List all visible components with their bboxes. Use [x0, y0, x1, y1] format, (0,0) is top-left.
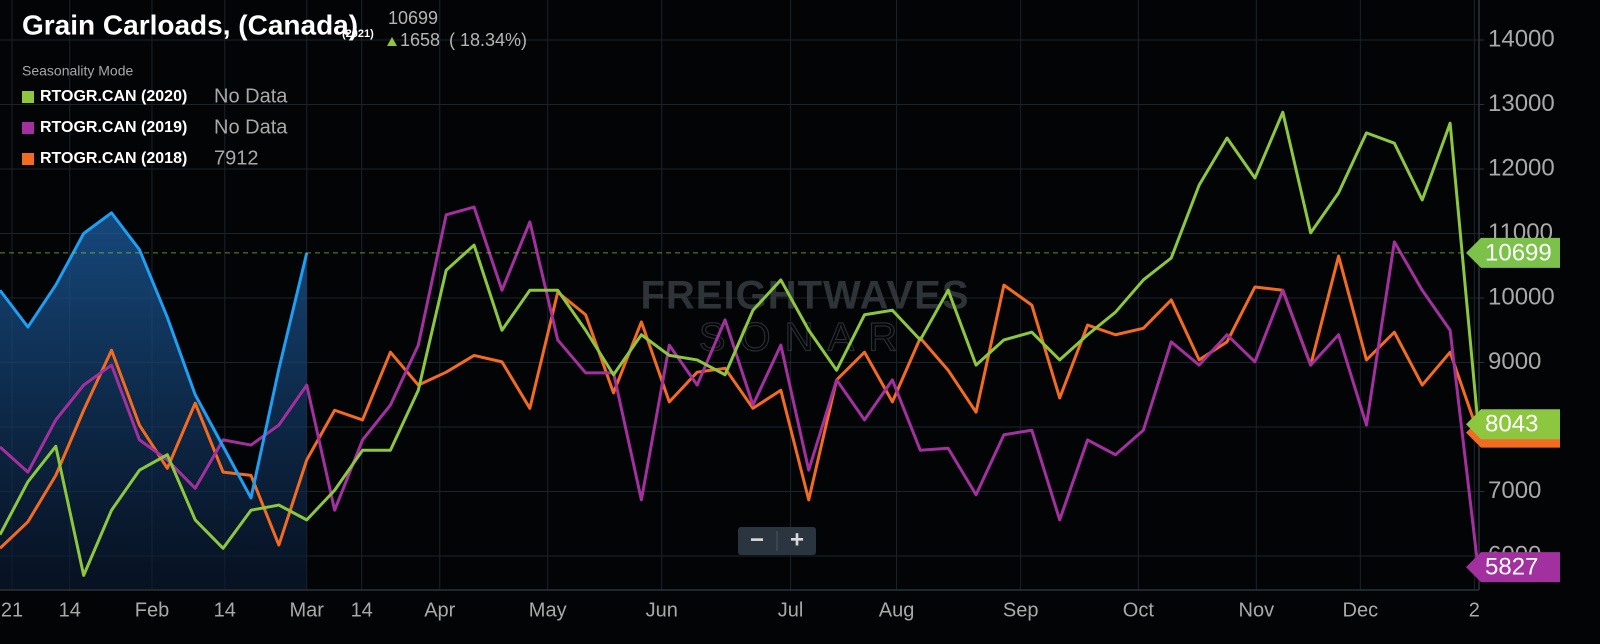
plot-area — [0, 110, 1480, 590]
y-tick-label: 7000 — [1488, 477, 1541, 504]
y-tick-label: 13000 — [1488, 90, 1555, 117]
y-tick-label: 12000 — [1488, 154, 1555, 181]
x-tick-label: 14 — [351, 599, 373, 621]
series-line — [0, 110, 1480, 577]
x-tick-label: Mar — [290, 599, 325, 621]
x-tick-label: Apr — [424, 599, 455, 621]
legend-swatch — [22, 91, 34, 103]
legend-value: No Data — [214, 85, 288, 107]
zoom-out-button[interactable]: − — [750, 526, 764, 553]
legend-swatch — [22, 122, 34, 134]
x-tick-label: Nov — [1239, 599, 1275, 621]
last-value: 10699 — [388, 8, 438, 28]
legend-label: RTOGR.CAN (2019) — [40, 119, 187, 136]
y-tick-label: 10000 — [1488, 283, 1555, 310]
x-tick-label: Feb — [135, 599, 169, 621]
price-tags: 8043 5827 10699 — [1466, 237, 1560, 583]
y-tick-label: 9000 — [1488, 348, 1541, 375]
change-percent: ( 18.34%) — [449, 30, 527, 50]
price-tag — [1466, 552, 1560, 583]
legend-swatch — [22, 153, 34, 165]
up-arrow — [387, 37, 397, 46]
x-tick-label: 14 — [214, 599, 236, 621]
series-line — [0, 254, 1480, 550]
x-tick-label: Jun — [646, 599, 678, 621]
x-tick-label: 21 — [1, 599, 23, 621]
x-tick-label: May — [529, 599, 567, 621]
watermark-text: FREIGHTWAVES — [640, 274, 969, 318]
price-tag — [1466, 237, 1560, 268]
series-area — [0, 212, 307, 590]
x-tick-label: Sep — [1003, 599, 1039, 621]
header: Grain Carloads, (Canada) (2021) 10699 16… — [22, 8, 527, 79]
legend-label: RTOGR.CAN (2020) — [40, 88, 187, 105]
series-line — [0, 205, 1480, 568]
zoom-in-button[interactable]: + — [790, 526, 804, 553]
x-tick-label: Dec — [1343, 599, 1379, 621]
price-tag-label: 5827 — [1485, 554, 1538, 581]
x-tick-label: Jul — [778, 599, 804, 621]
series-line — [0, 211, 309, 500]
change-value: 1658 — [400, 30, 440, 50]
chart-subtitle: (2021) — [342, 28, 374, 40]
x-tick-label: 14 — [59, 599, 81, 621]
price-tag-label: 10699 — [1485, 239, 1552, 266]
legend-title: Seasonality Mode — [22, 63, 134, 79]
legend-value: No Data — [214, 116, 288, 138]
x-tick-label: Aug — [879, 599, 915, 621]
chart-title: Grain Carloads, (Canada) — [22, 9, 358, 40]
x-tick-label: Oct — [1123, 599, 1155, 621]
x-tick-label: 2 — [1469, 599, 1480, 621]
price-tag-label: 8043 — [1485, 411, 1538, 438]
y-tick-label: 14000 — [1488, 25, 1555, 52]
zoom-controls: − + — [738, 526, 816, 555]
legend-value: 7912 — [214, 147, 259, 169]
legend-label: RTOGR.CAN (2018) — [40, 150, 187, 167]
legend: RTOGR.CAN (2020) No Data RTOGR.CAN (2019) N… — [22, 85, 288, 169]
price-tag — [1466, 409, 1560, 440]
